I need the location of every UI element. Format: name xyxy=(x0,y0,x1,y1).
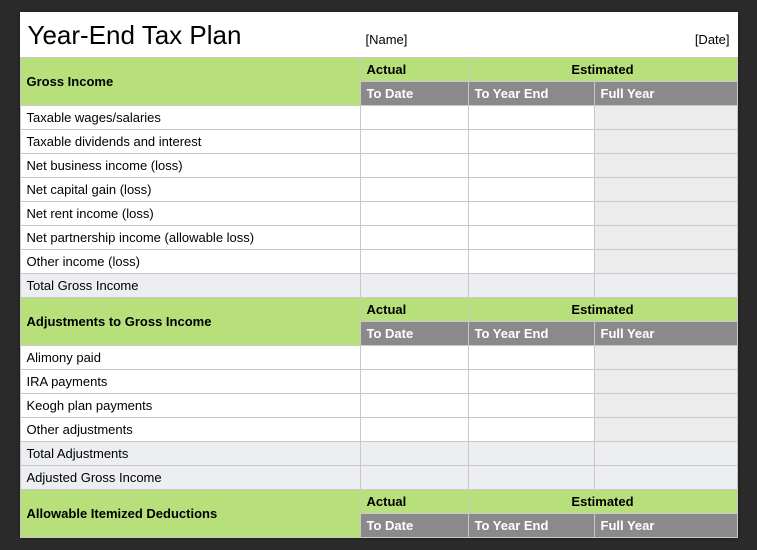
cell-full-year[interactable] xyxy=(594,418,737,442)
col-estimated: Estimated xyxy=(468,298,737,322)
cell-to-year-end[interactable] xyxy=(468,466,594,490)
cell-to-year-end[interactable] xyxy=(468,418,594,442)
cell-full-year[interactable] xyxy=(594,178,737,202)
total-row: Total Gross Income xyxy=(20,274,737,298)
section-title: Allowable Itemized Deductions xyxy=(20,490,360,538)
row-label: Keogh plan payments xyxy=(20,394,360,418)
cell-to-year-end[interactable] xyxy=(468,346,594,370)
cell-actual[interactable] xyxy=(360,394,468,418)
page-title: Year-End Tax Plan xyxy=(26,20,366,51)
data-row: Other adjustments xyxy=(20,418,737,442)
col-to-year-end: To Year End xyxy=(468,322,594,346)
data-row: Taxable dividends and interest xyxy=(20,130,737,154)
section-title: Gross Income xyxy=(20,58,360,106)
col-to-date: To Date xyxy=(360,82,468,106)
data-row: Net capital gain (loss) xyxy=(20,178,737,202)
cell-full-year[interactable] xyxy=(594,250,737,274)
col-actual: Actual xyxy=(360,298,468,322)
data-row: Net business income (loss) xyxy=(20,154,737,178)
col-to-date: To Date xyxy=(360,322,468,346)
col-full-year: Full Year xyxy=(594,322,737,346)
total-row: Total Adjustments xyxy=(20,442,737,466)
cell-actual[interactable] xyxy=(360,226,468,250)
cell-full-year[interactable] xyxy=(594,394,737,418)
total-row: Adjusted Gross Income xyxy=(20,466,737,490)
data-row: Net partnership income (allowable loss) xyxy=(20,226,737,250)
cell-to-year-end[interactable] xyxy=(468,274,594,298)
date-placeholder[interactable]: [Date] xyxy=(672,32,732,51)
col-estimated: Estimated xyxy=(468,490,737,514)
row-label: Taxable wages/salaries xyxy=(20,106,360,130)
col-to-year-end: To Year End xyxy=(468,514,594,538)
row-label: Other income (loss) xyxy=(20,250,360,274)
cell-actual[interactable] xyxy=(360,106,468,130)
row-label: Adjusted Gross Income xyxy=(20,466,360,490)
cell-actual[interactable] xyxy=(360,442,468,466)
cell-full-year[interactable] xyxy=(594,442,737,466)
cell-actual[interactable] xyxy=(360,346,468,370)
row-label: Net rent income (loss) xyxy=(20,202,360,226)
name-placeholder[interactable]: [Name] xyxy=(366,32,474,51)
cell-full-year[interactable] xyxy=(594,370,737,394)
cell-actual[interactable] xyxy=(360,250,468,274)
cell-to-year-end[interactable] xyxy=(468,106,594,130)
cell-full-year[interactable] xyxy=(594,130,737,154)
row-label: Net capital gain (loss) xyxy=(20,178,360,202)
col-to-date: To Date xyxy=(360,514,468,538)
section-title: Adjustments to Gross Income xyxy=(20,298,360,346)
cell-to-year-end[interactable] xyxy=(468,442,594,466)
data-row: Alimony paid xyxy=(20,346,737,370)
row-label: Alimony paid xyxy=(20,346,360,370)
row-label: Taxable dividends and interest xyxy=(20,130,360,154)
cell-full-year[interactable] xyxy=(594,466,737,490)
data-row: Net rent income (loss) xyxy=(20,202,737,226)
cell-full-year[interactable] xyxy=(594,202,737,226)
tax-plan-table: Gross IncomeActualEstimatedTo DateTo Yea… xyxy=(20,57,738,538)
cell-to-year-end[interactable] xyxy=(468,226,594,250)
col-actual: Actual xyxy=(360,490,468,514)
cell-full-year[interactable] xyxy=(594,226,737,250)
row-label: Other adjustments xyxy=(20,418,360,442)
cell-to-year-end[interactable] xyxy=(468,154,594,178)
row-label: Net partnership income (allowable loss) xyxy=(20,226,360,250)
cell-to-year-end[interactable] xyxy=(468,178,594,202)
row-label: IRA payments xyxy=(20,370,360,394)
data-row: Keogh plan payments xyxy=(20,394,737,418)
cell-full-year[interactable] xyxy=(594,106,737,130)
cell-actual[interactable] xyxy=(360,466,468,490)
cell-actual[interactable] xyxy=(360,274,468,298)
cell-full-year[interactable] xyxy=(594,346,737,370)
col-full-year: Full Year xyxy=(594,514,737,538)
cell-to-year-end[interactable] xyxy=(468,394,594,418)
cell-actual[interactable] xyxy=(360,370,468,394)
cell-to-year-end[interactable] xyxy=(468,250,594,274)
cell-actual[interactable] xyxy=(360,178,468,202)
cell-to-year-end[interactable] xyxy=(468,202,594,226)
col-full-year: Full Year xyxy=(594,82,737,106)
col-to-year-end: To Year End xyxy=(468,82,594,106)
cell-actual[interactable] xyxy=(360,154,468,178)
cell-actual[interactable] xyxy=(360,418,468,442)
data-row: Taxable wages/salaries xyxy=(20,106,737,130)
col-actual: Actual xyxy=(360,58,468,82)
data-row: IRA payments xyxy=(20,370,737,394)
cell-actual[interactable] xyxy=(360,130,468,154)
header-row: Year-End Tax Plan [Name] [Date] xyxy=(20,12,738,57)
row-label: Total Adjustments xyxy=(20,442,360,466)
cell-full-year[interactable] xyxy=(594,274,737,298)
row-label: Net business income (loss) xyxy=(20,154,360,178)
spreadsheet-sheet: Year-End Tax Plan [Name] [Date] Gross In… xyxy=(20,12,738,538)
cell-actual[interactable] xyxy=(360,202,468,226)
data-row: Other income (loss) xyxy=(20,250,737,274)
cell-to-year-end[interactable] xyxy=(468,130,594,154)
row-label: Total Gross Income xyxy=(20,274,360,298)
cell-to-year-end[interactable] xyxy=(468,370,594,394)
col-estimated: Estimated xyxy=(468,58,737,82)
cell-full-year[interactable] xyxy=(594,154,737,178)
